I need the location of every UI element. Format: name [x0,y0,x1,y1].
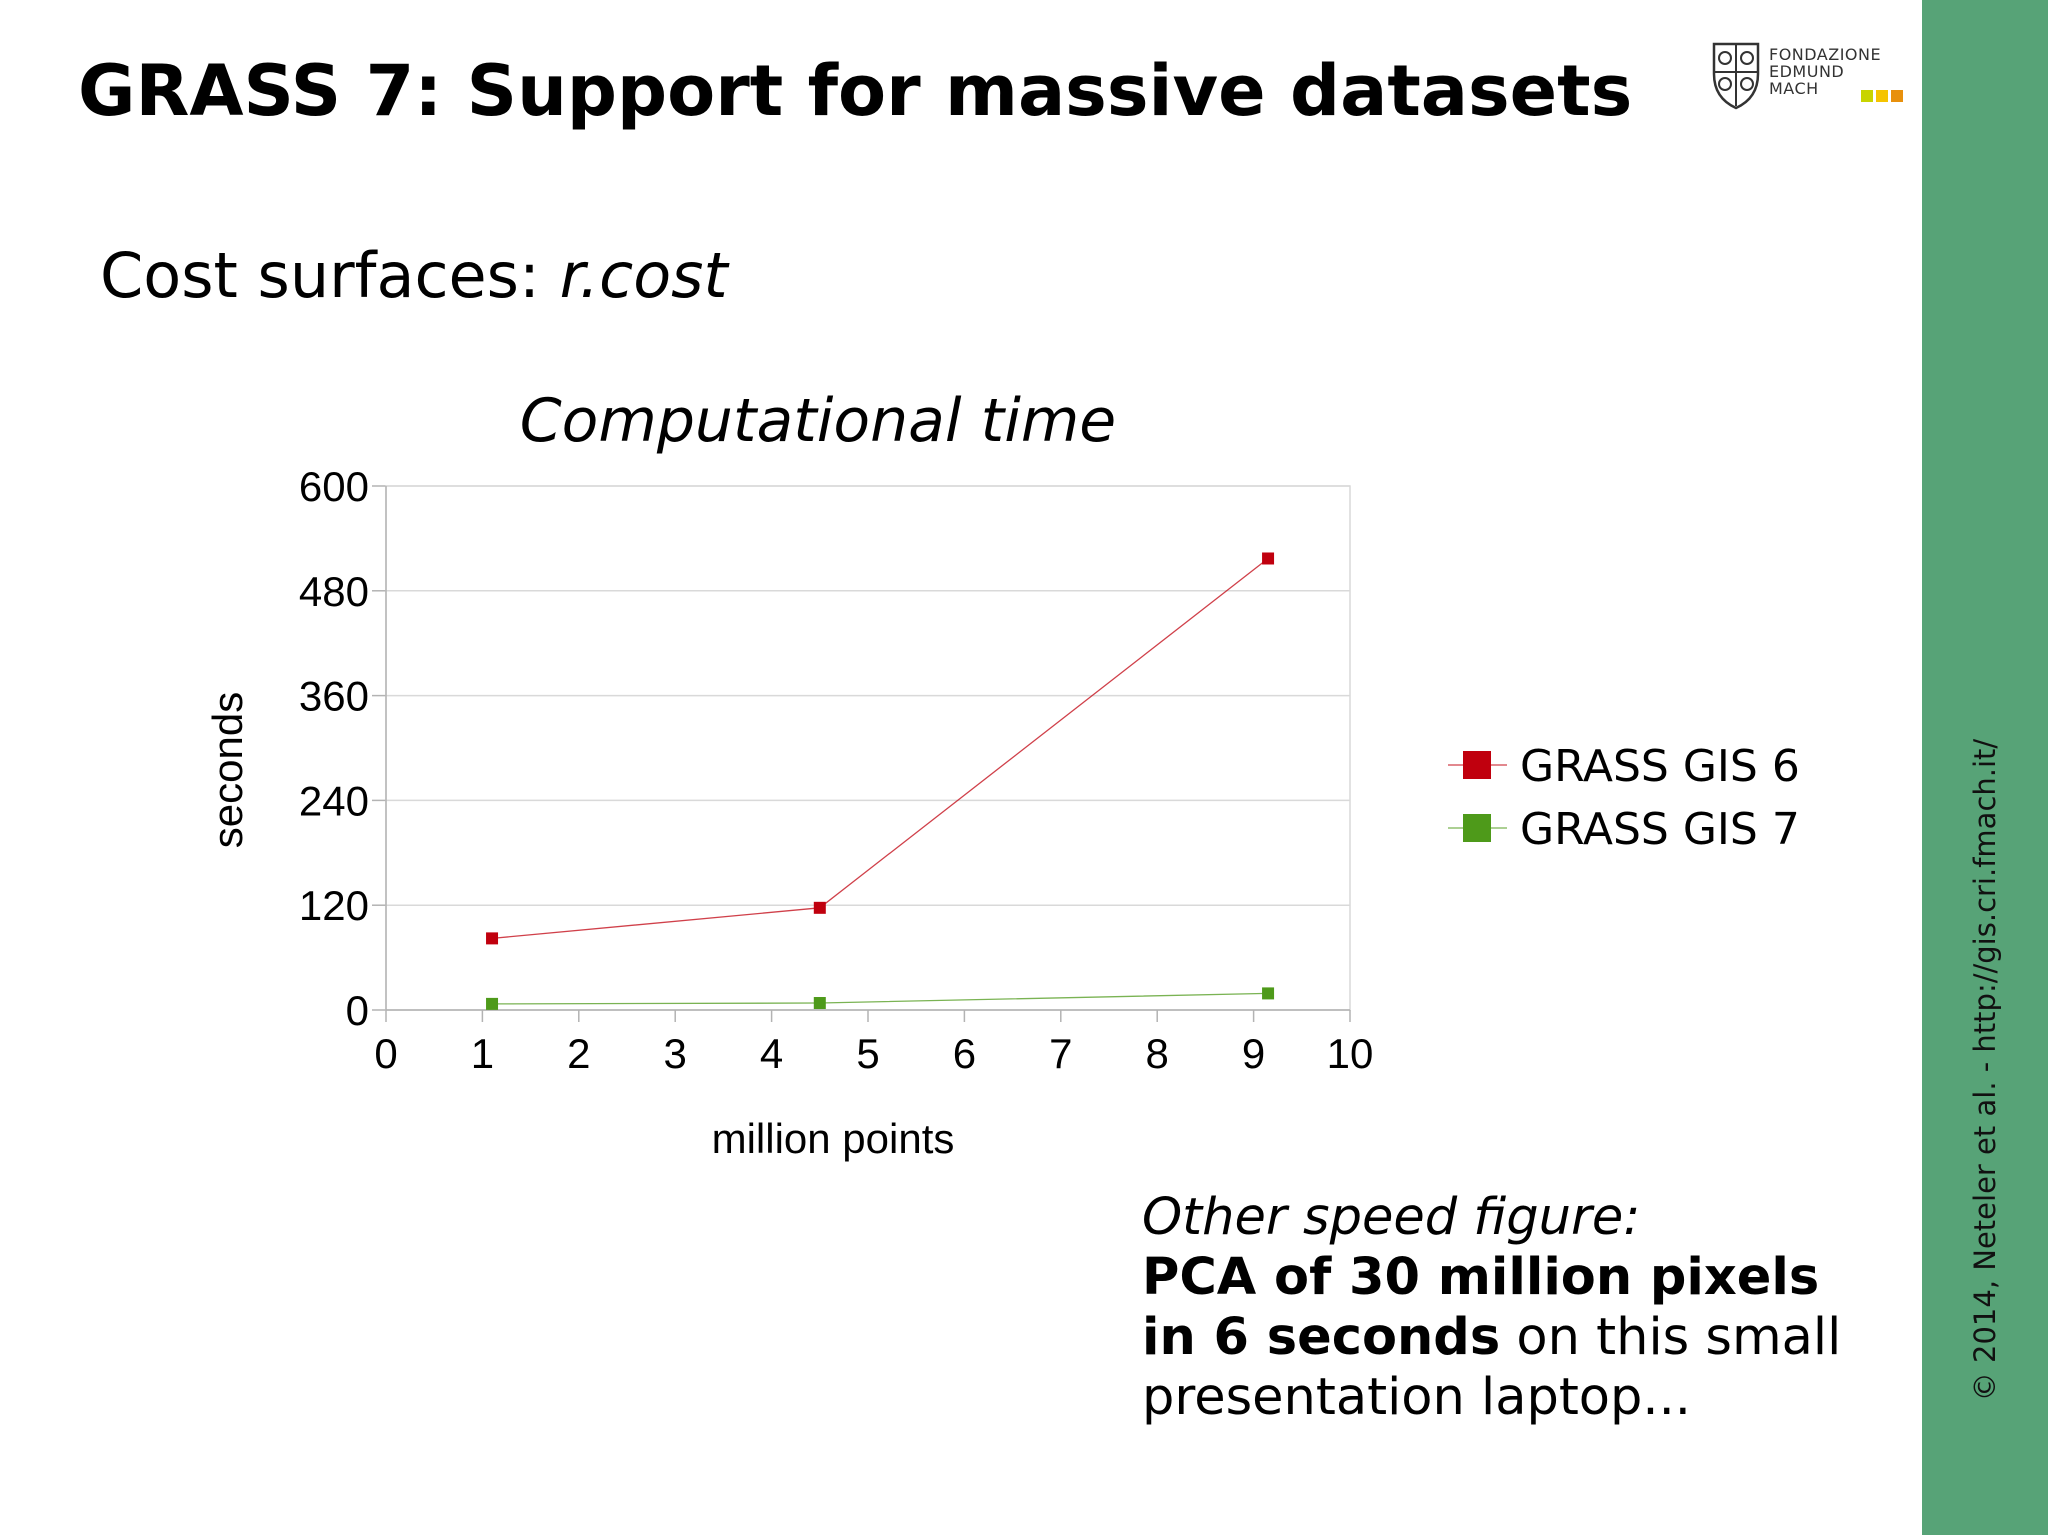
logo-line: EDMUND [1769,62,1845,81]
chart-title: Computational time [520,386,1116,456]
logo-square [1861,90,1873,102]
x-tick-label: 8 [1146,1030,1169,1077]
series-line [491,557,1269,940]
logo-square [1876,90,1888,102]
y-tick-label: 0 [346,987,369,1034]
x-tick-label: 6 [953,1030,976,1077]
x-tick-label: 7 [1049,1030,1072,1077]
x-tick-label: 1 [471,1030,494,1077]
x-axis-label: million points [712,1115,955,1162]
y-tick-label: 600 [299,463,369,510]
x-tick-label: 5 [856,1030,879,1077]
logo-squares [1861,87,1906,106]
note-rest-line2: on this small [1500,1308,1842,1367]
slide-subtitle: Cost surfaces: r.cost [100,236,728,316]
subtitle-command: r.cost [559,239,728,312]
series-line [492,992,1269,1005]
y-axis-label: seconds [204,692,251,848]
data-point [486,932,499,945]
y-tick-label: 360 [299,673,369,720]
logo-square [1891,90,1903,102]
x-tick-label: 10 [1327,1030,1374,1077]
x-tick-label: 4 [760,1030,783,1077]
data-point [486,997,499,1010]
data-point [813,901,826,914]
x-tick-label: 0 [374,1030,397,1077]
data-point [1262,552,1275,565]
crest-icon [1712,42,1760,110]
speed-note: Other speed figure: PCA of 30 million pi… [1142,1188,1902,1428]
note-bold-line1: PCA of 30 million pixels [1142,1248,1820,1307]
note-line2: in 6 seconds on this small [1142,1308,1902,1368]
data-point [1262,987,1275,1000]
subtitle-prefix: Cost surfaces: [100,239,560,312]
legend-label: GRASS GIS 6 [1520,741,1800,792]
x-tick-label: 3 [664,1030,687,1077]
y-tick-label: 240 [299,777,369,824]
plot-area [385,485,1351,1011]
note-bold-line2: in 6 seconds [1142,1308,1501,1367]
logo-line: MACH [1769,79,1819,98]
data-point [813,997,826,1010]
y-tick-label: 120 [299,882,369,929]
fondazione-edmund-mach-logo: FONDAZIONE EDMUND MACH [1708,38,1908,114]
legend-marker [1463,814,1491,842]
legend-label: GRASS GIS 7 [1520,804,1800,855]
slide-title: GRASS 7: Support for massive datasets [78,50,1633,132]
note-line3: presentation laptop... [1142,1368,1692,1427]
note-intro: Other speed figure: [1142,1188,1641,1247]
x-tick-label: 2 [567,1030,590,1077]
logo-wordmark: FONDAZIONE EDMUND MACH [1769,46,1881,97]
x-tick-label: 9 [1242,1030,1265,1077]
y-tick-label: 480 [299,568,369,615]
legend-marker [1463,751,1491,779]
logo-line: FONDAZIONE [1769,45,1882,64]
side-band [1922,0,2048,1535]
